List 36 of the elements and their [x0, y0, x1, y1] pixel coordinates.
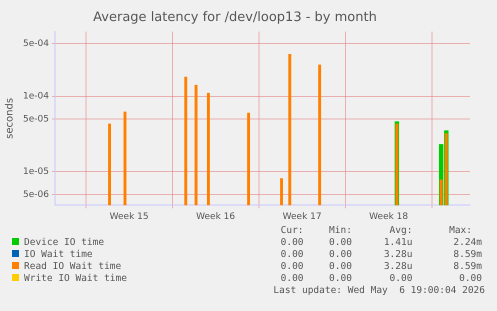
text: 8.59m: [452, 249, 482, 261]
x-tick-label: Week 16: [196, 212, 236, 222]
text: 8.59m: [452, 261, 482, 273]
text: 0.00: [328, 249, 352, 261]
legend-label: Device IO time: [23, 237, 106, 249]
x-tick-label: Week 18: [369, 212, 408, 222]
legend-label: Write IO Wait time: [23, 273, 128, 285]
text: 0.00: [328, 261, 352, 273]
chart-title: Average latency for /dev/loop13 - by month: [93, 10, 377, 26]
x-tick-label: Week 17: [282, 212, 322, 222]
text: 0.00: [328, 273, 352, 285]
text: 0.00: [458, 273, 482, 285]
y-tick-label: 1e-05: [22, 167, 49, 178]
y-tick-label: 5e-04: [22, 38, 50, 49]
text: Avg:: [388, 225, 412, 237]
text: 0.00: [280, 261, 304, 273]
legend-label: Read IO Wait time: [23, 261, 122, 273]
text: 2.24m: [452, 237, 482, 249]
text: Max:: [448, 225, 473, 237]
text: 0.00: [280, 273, 304, 285]
text: 0.00: [280, 249, 304, 261]
text: 0.00: [280, 237, 304, 249]
legend-label: IO Wait time: [23, 249, 94, 261]
text: 0.00: [328, 237, 352, 249]
text: Min:: [328, 225, 352, 237]
text: 3.28u: [382, 261, 412, 273]
x-tick-label: Week 15: [110, 212, 149, 222]
text: Last update: Wed May 6 19:00:04 2026: [272, 285, 485, 297]
y-axis-title: seconds: [4, 98, 16, 139]
y-tick-label: 5e-06: [22, 190, 50, 200]
y-tick-label: 5e-05: [22, 114, 49, 124]
text: 1.41u: [382, 237, 412, 249]
text: Cur:: [280, 225, 304, 237]
text: 0.00: [388, 273, 412, 285]
text: 3.28u: [382, 249, 412, 261]
y-tick-label: 1e-04: [22, 92, 50, 102]
